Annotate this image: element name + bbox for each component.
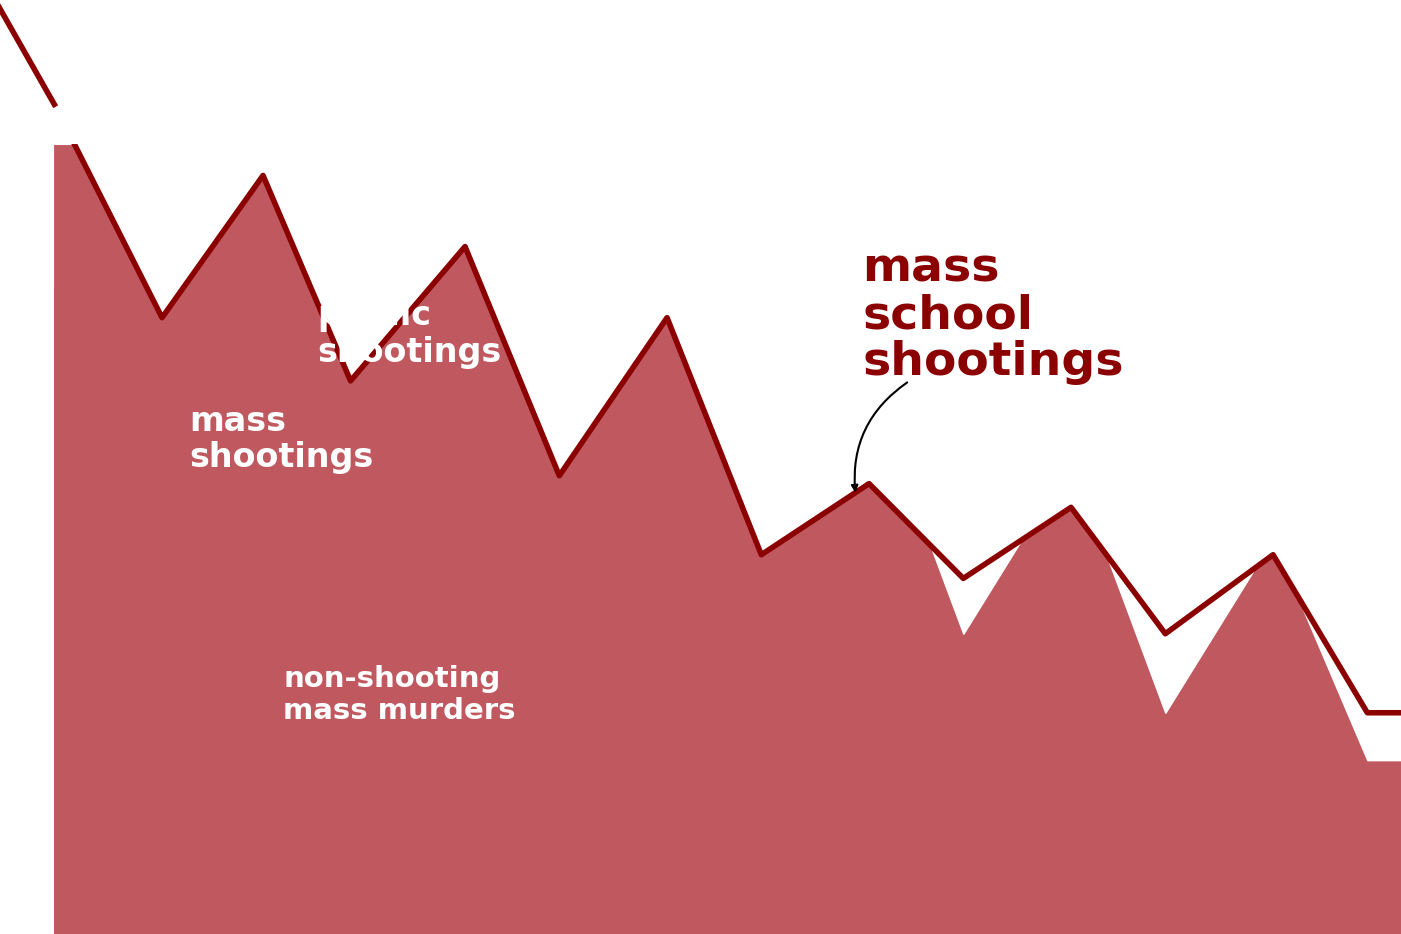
Text: non-shooting
mass murders: non-shooting mass murders <box>283 665 516 725</box>
Text: mass
shootings: mass shootings <box>189 404 373 474</box>
Text: mass
school
shootings: mass school shootings <box>863 247 1124 385</box>
Text: mass
public
shootings: mass public shootings <box>317 262 502 369</box>
